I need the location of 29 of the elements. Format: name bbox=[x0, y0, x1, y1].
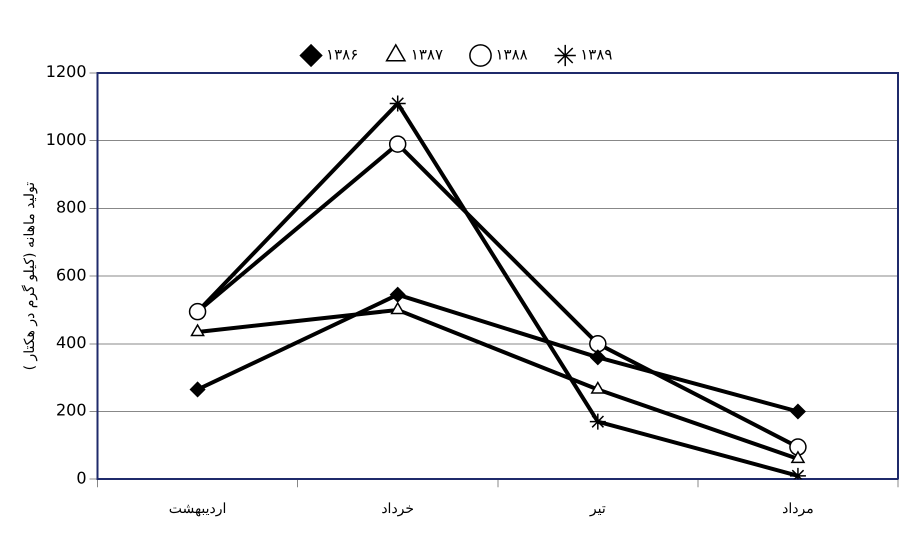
point bbox=[590, 350, 606, 366]
y-tick-label: 400 bbox=[56, 332, 87, 352]
legend-label: ۱۳۸۷ bbox=[410, 45, 444, 64]
point bbox=[190, 382, 206, 398]
point bbox=[791, 451, 805, 464]
y-tick-label: 600 bbox=[56, 265, 87, 284]
point bbox=[388, 135, 406, 153]
point bbox=[190, 324, 204, 336]
point bbox=[390, 286, 406, 302]
y-tick-label: 0 bbox=[76, 468, 87, 488]
point bbox=[591, 382, 605, 394]
point bbox=[390, 302, 405, 314]
x-tick-label: خرداد bbox=[381, 501, 414, 518]
point bbox=[589, 412, 607, 430]
y-tick-label: 1200 bbox=[46, 62, 87, 82]
point bbox=[790, 404, 806, 420]
legend-label: ۱۳۸۶ bbox=[326, 45, 358, 64]
y-axis-title: تولید ماهانه (کیلو گرم در هکتار ) bbox=[21, 182, 38, 370]
x-tick-label: اردیبهشت bbox=[168, 501, 226, 518]
x-tick-label: تیر bbox=[588, 501, 606, 518]
point bbox=[789, 438, 807, 456]
legend-label: ۱۳۸۸ bbox=[496, 45, 528, 64]
y-tick-label: 200 bbox=[56, 400, 87, 420]
y-tick-label: 800 bbox=[56, 198, 87, 217]
legend-label: ۱۳۸۹ bbox=[580, 45, 612, 64]
y-tick-label: 1000 bbox=[46, 130, 87, 149]
point bbox=[589, 335, 607, 353]
x-tick-label: مرداد bbox=[782, 501, 814, 518]
point bbox=[388, 94, 406, 112]
